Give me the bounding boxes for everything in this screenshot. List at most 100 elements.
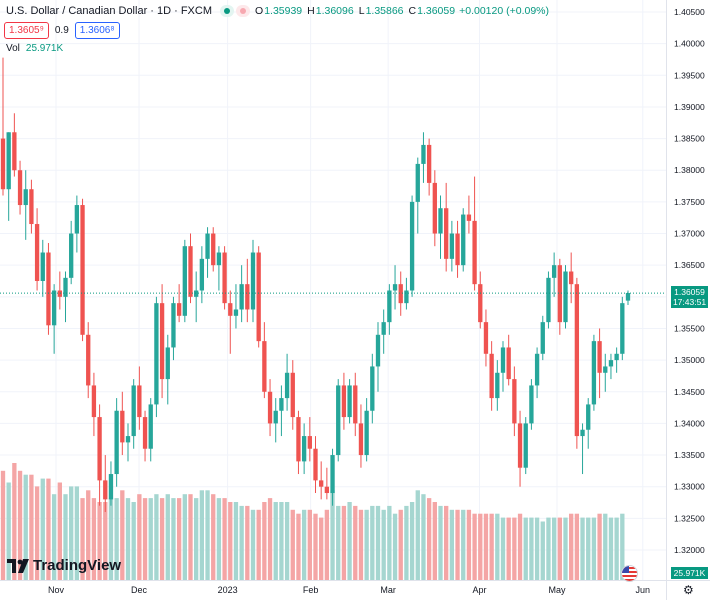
volume-bar (336, 505, 341, 580)
candle-body (580, 429, 585, 437)
volume-bar (46, 478, 51, 580)
volume-bar (432, 502, 437, 580)
volume-bar (398, 509, 403, 580)
y-tick-label: 1.40500 (674, 7, 705, 17)
volume-bar (57, 482, 62, 580)
volume-bar (495, 513, 500, 580)
volume-bar (205, 490, 210, 580)
volume-price-tag: 25.971K (671, 567, 708, 579)
candle-body (324, 486, 330, 494)
candle-body (273, 410, 278, 424)
candle-body (69, 233, 74, 278)
candle-body (444, 208, 449, 259)
volume-bar (69, 486, 74, 580)
candle-body (159, 303, 165, 380)
volume-bar (500, 517, 506, 580)
candle-body (40, 252, 45, 281)
candle-body (256, 252, 261, 342)
candle-body (569, 271, 574, 285)
us-flag-icon[interactable] (621, 565, 638, 582)
volume-bar (194, 498, 199, 580)
y-tick-label: 1.35000 (674, 355, 705, 365)
volume-bar (381, 509, 386, 580)
candle-body (63, 277, 68, 297)
symbol-title[interactable]: U.S. Dollar / Canadian Dollar · 1D · FXC… (6, 5, 213, 17)
volume-bar (154, 494, 159, 580)
candle-body (336, 385, 341, 456)
volume-legend: Vol 25.971K (6, 43, 63, 54)
volume-bar (563, 517, 568, 580)
candle-body (421, 144, 426, 164)
tradingview-logo-mark (7, 558, 29, 573)
candle-body (551, 265, 557, 278)
low-label: L (358, 5, 365, 17)
volume-bar (307, 509, 312, 580)
x-tick-label: Feb (303, 585, 319, 595)
candle-body (620, 303, 625, 354)
volume-bar (415, 490, 420, 580)
volume-bar (523, 517, 528, 580)
gear-icon[interactable]: ⚙ (683, 583, 694, 597)
candle-body (432, 182, 437, 234)
high-label: H (307, 5, 315, 17)
volume-bar (301, 509, 307, 580)
change-value: +0.00120 (+0.09%) (459, 5, 549, 17)
volume-bar (597, 513, 602, 580)
candle-body (222, 252, 227, 304)
candle-body (74, 205, 80, 234)
eye-icon[interactable] (220, 5, 235, 17)
volume-bar (34, 486, 40, 580)
tradingview-logo[interactable]: TradingView (7, 557, 121, 574)
volume-bar (6, 482, 11, 580)
candle-body (171, 303, 176, 348)
volume-bar (239, 505, 244, 580)
volume-bar (279, 502, 284, 580)
brand-name: TradingView (33, 557, 122, 574)
volume-bar (353, 505, 358, 580)
volume-bar (148, 498, 153, 580)
candle-body (597, 341, 602, 373)
volume-bar (233, 502, 239, 580)
candle-body (120, 410, 125, 443)
volume-bar (159, 498, 165, 580)
volume-bar (216, 498, 222, 580)
candle-body (517, 423, 523, 468)
buy-button[interactable]: 1.3606⁸ (74, 22, 120, 39)
volume-bar (478, 513, 483, 580)
volume-bar (438, 505, 443, 580)
sell-button[interactable]: 1.3605⁹ (4, 22, 49, 39)
y-tick-label: 1.38500 (674, 134, 705, 144)
candle-body (0, 138, 6, 190)
volume-value: 25.971K (25, 43, 64, 54)
volume-bar (506, 517, 511, 580)
candle-body (17, 170, 23, 206)
y-tick-label: 1.34000 (674, 418, 705, 428)
candle-body (614, 353, 619, 361)
settings-mini-icon[interactable] (236, 5, 251, 17)
candle-body (205, 233, 210, 259)
volume-bar (250, 509, 256, 580)
candle-body (563, 271, 568, 323)
candle-body (483, 322, 489, 354)
candle-body (216, 252, 222, 266)
volume-bar (176, 498, 182, 580)
last-price-tag: 1.36059 17:43:51 (671, 286, 708, 308)
volume-bar (569, 513, 574, 580)
volume-bar (449, 509, 455, 580)
volume-bar (290, 509, 295, 580)
candle-body (387, 290, 392, 323)
candle-body (182, 246, 187, 316)
volume-bar (29, 474, 34, 580)
candle-body (557, 265, 562, 323)
volume-bar (591, 517, 597, 580)
candle-body (97, 417, 102, 481)
volume-bar (103, 502, 108, 580)
candle-body (142, 417, 148, 449)
candle-body (301, 436, 307, 462)
candle-body (279, 398, 284, 411)
candle-body (176, 303, 182, 316)
candle-body (262, 341, 267, 392)
volume-bar (466, 509, 472, 580)
y-tick-label: 1.36500 (674, 260, 705, 270)
